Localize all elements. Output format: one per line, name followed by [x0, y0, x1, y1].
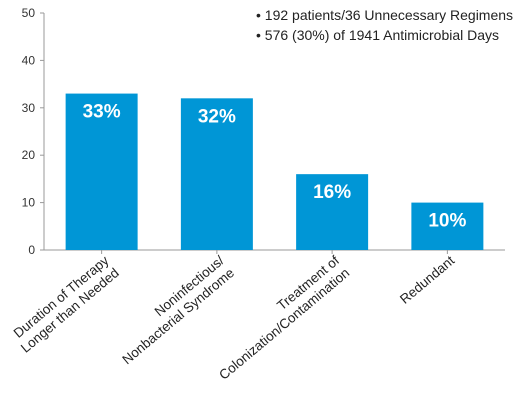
note-patients: • 192 patients/36 Unnecessary Regimens	[256, 7, 514, 23]
data-label: 16%	[313, 182, 351, 203]
category-label-line: Nonbacterial Syndrome	[119, 265, 237, 367]
category-label-line: Redundant	[397, 253, 457, 307]
category-label: Noninfectious/Nonbacterial Syndrome	[109, 253, 237, 368]
bar	[65, 93, 138, 250]
bar	[411, 202, 484, 250]
data-label: 10%	[428, 211, 466, 232]
bar	[180, 98, 253, 250]
summary-notes: • 192 patients/36 Unnecessary Regimens •…	[256, 5, 513, 45]
y-tick-label: 40	[22, 53, 36, 67]
y-tick-label: 50	[22, 6, 36, 20]
note-antimicrobial-days: • 576 (30%) of 1941 Antimicrobial Days	[256, 27, 500, 43]
category-label-line: Colonization/Contamination	[216, 265, 352, 383]
category-label: Redundant	[397, 253, 457, 307]
data-label: 32%	[198, 106, 236, 127]
y-tick-label: 20	[22, 148, 36, 162]
y-tick-label: 10	[22, 196, 36, 210]
y-tick-label: 0	[28, 243, 35, 257]
category-label: Duration of TherapyLonger than Needed	[8, 253, 122, 356]
bar	[296, 174, 369, 250]
data-label: 33%	[83, 102, 121, 123]
y-tick-label: 30	[22, 101, 36, 115]
bar-layer	[65, 93, 484, 250]
